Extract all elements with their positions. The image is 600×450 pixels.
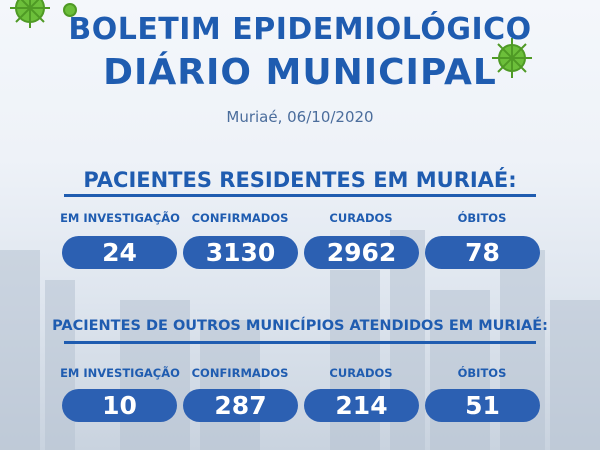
stat-value: 78 [425,236,540,269]
stat-value: 10 [62,389,177,422]
stat-label: ÓBITOS [457,366,507,380]
subtitle: DIÁRIO MUNICIPAL [103,52,497,93]
stat-label: ÓBITOS [457,211,507,225]
divider [64,341,536,344]
date: Muriaé, 06/10/2020 [226,108,374,126]
stat-label: CURADOS [329,211,393,225]
stat-label: CONFIRMADOS [191,366,289,380]
divider [64,194,536,197]
stat-label: EM INVESTIGAÇÃO [60,366,180,380]
stat-label: CONFIRMADOS [191,211,289,225]
section-heading: PACIENTES RESIDENTES EM MURIAÉ: [83,168,517,192]
section-heading: PACIENTES DE OUTROS MUNICÍPIOS ATENDIDOS… [52,318,548,334]
stat-label: CURADOS [329,366,393,380]
stat-value: 287 [183,389,298,422]
stat-value: 51 [425,389,540,422]
stat-value: 3130 [183,236,298,269]
stat-label: EM INVESTIGAÇÃO [60,211,180,225]
stat-value: 2962 [304,236,419,269]
stat-value: 24 [62,236,177,269]
stat-value: 214 [304,389,419,422]
title: BOLETIM EPIDEMIOLÓGICO [68,12,532,47]
